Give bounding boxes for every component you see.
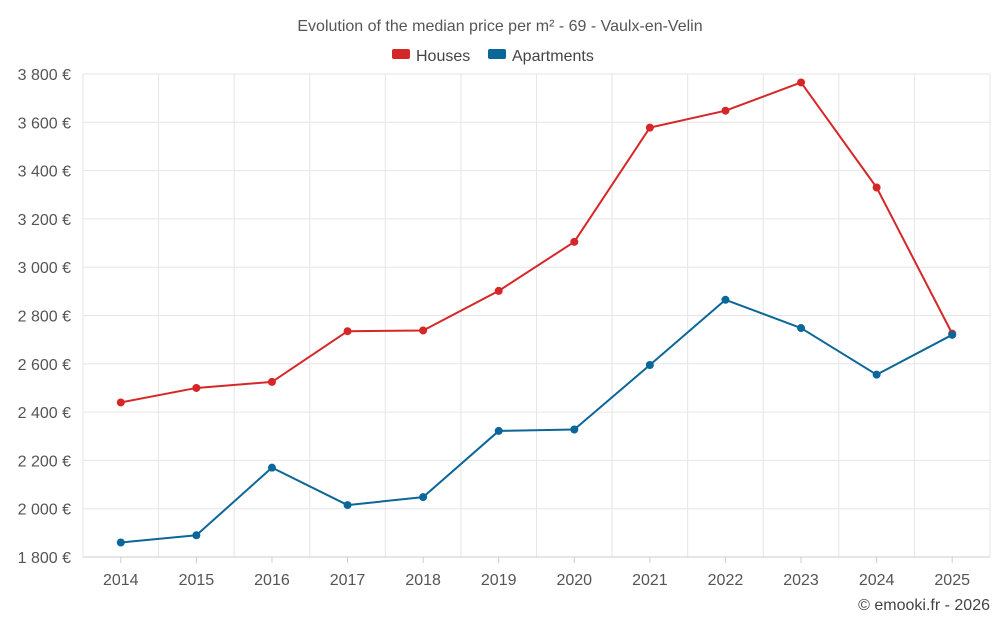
- x-tick-label: 2024: [859, 572, 895, 589]
- data-point-apartments[interactable]: [192, 531, 201, 540]
- legend-item-apartments[interactable]: Apartments: [488, 48, 594, 65]
- y-tick-label: 2 400 €: [18, 405, 71, 422]
- data-point-houses[interactable]: [721, 106, 730, 115]
- y-tick-label: 3 000 €: [18, 260, 71, 277]
- axes: 1 800 € 2 000 € 2 200 € 2 400 € 2 600 € 2 800…: [18, 67, 990, 589]
- data-point-houses[interactable]: [192, 383, 201, 392]
- x-tick-label: 2022: [708, 572, 744, 589]
- series-line-houses: [120, 81, 954, 404]
- data-point-apartments[interactable]: [721, 295, 730, 304]
- x-tick-label: 2015: [179, 572, 215, 589]
- x-tick-label: 2014: [103, 572, 139, 589]
- credit-text: © emooki.fr - 2026: [858, 597, 990, 614]
- x-tick-label: 2023: [783, 572, 819, 589]
- legend: Houses Apartments: [392, 48, 594, 65]
- y-tick-label: 3 800 €: [18, 67, 71, 84]
- data-point-apartments[interactable]: [948, 330, 957, 339]
- data-point-houses[interactable]: [343, 327, 352, 336]
- data-point-houses[interactable]: [645, 123, 654, 132]
- grid: [82, 73, 991, 558]
- y-tick-label: 2 200 €: [18, 453, 71, 470]
- data-point-apartments[interactable]: [419, 493, 428, 502]
- x-tick-label: 2020: [556, 572, 592, 589]
- legend-swatch-houses: [392, 49, 410, 59]
- y-tick-label: 3 400 €: [18, 164, 71, 181]
- legend-swatch-apartments: [488, 49, 506, 59]
- data-point-houses[interactable]: [267, 377, 276, 386]
- data-point-apartments[interactable]: [267, 463, 276, 472]
- data-point-apartments[interactable]: [116, 538, 125, 547]
- y-tick-label: 3 200 €: [18, 212, 71, 229]
- data-point-houses[interactable]: [116, 398, 125, 407]
- data-point-houses[interactable]: [494, 286, 503, 295]
- y-tick-label: 2 000 €: [18, 502, 71, 519]
- data-point-apartments[interactable]: [797, 324, 806, 333]
- x-tick-label: 2019: [481, 572, 517, 589]
- legend-item-houses[interactable]: Houses: [392, 48, 470, 65]
- data-point-apartments[interactable]: [872, 370, 881, 379]
- data-point-houses[interactable]: [570, 237, 579, 246]
- data-point-houses[interactable]: [419, 326, 428, 335]
- y-tick-label: 2 600 €: [18, 357, 71, 374]
- y-tick-label: 1 800 €: [18, 550, 71, 567]
- y-tick-label: 2 800 €: [18, 309, 71, 326]
- x-tick-label: 2025: [934, 572, 970, 589]
- data-point-apartments[interactable]: [494, 426, 503, 435]
- data-point-apartments[interactable]: [645, 361, 654, 370]
- data-point-apartments[interactable]: [343, 501, 352, 510]
- series-line-apartments: [120, 298, 953, 544]
- legend-label-houses: Houses: [416, 48, 470, 65]
- x-tick-label: 2018: [405, 572, 441, 589]
- x-tick-label: 2021: [632, 572, 668, 589]
- data-point-houses[interactable]: [797, 78, 806, 87]
- chart-title: Evolution of the median price per m² - 6…: [297, 18, 702, 35]
- x-tick-label: 2016: [254, 572, 290, 589]
- x-tick-label: 2017: [330, 572, 366, 589]
- y-tick-label: 3 600 €: [18, 115, 71, 132]
- data-point-apartments[interactable]: [570, 425, 579, 434]
- legend-label-apartments: Apartments: [512, 48, 594, 65]
- data-point-houses[interactable]: [872, 183, 881, 192]
- series: [116, 78, 957, 547]
